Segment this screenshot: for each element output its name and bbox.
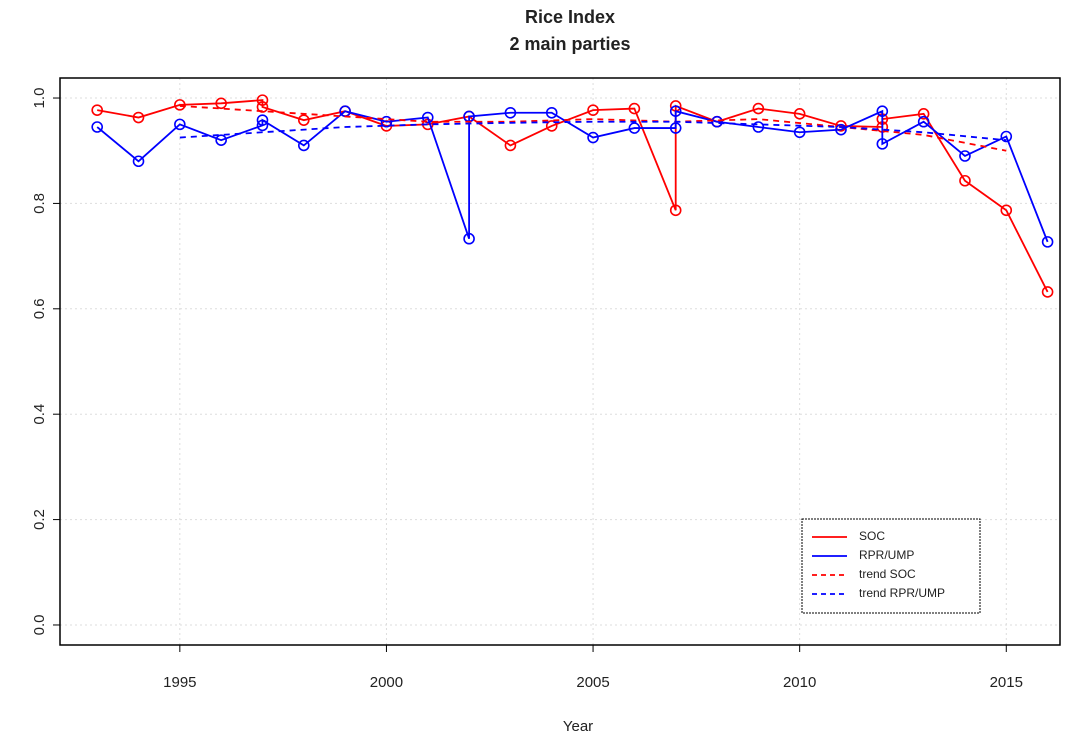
data-point (132, 155, 145, 168)
legend-label: RPR/UMP (859, 548, 914, 562)
y-tick-label: 0.8 (31, 193, 48, 214)
x-axis-label: Year (563, 718, 593, 735)
y-tick-label: 0.0 (31, 615, 48, 636)
data-point (835, 123, 847, 136)
data-point (587, 104, 599, 116)
legend-box (801, 518, 981, 614)
data-point (876, 138, 889, 150)
data-point (669, 122, 682, 134)
chart-subtitle: 2 main parties (509, 34, 630, 54)
plot-frame (59, 77, 1061, 646)
x-tick-label: 2015 (990, 674, 1023, 691)
data-point (174, 118, 186, 131)
data-point (256, 114, 269, 126)
x-tick-label: 2010 (783, 674, 816, 691)
data-point (1041, 236, 1054, 248)
data-point (132, 111, 145, 124)
y-tick-label: 0.2 (31, 509, 48, 530)
data-point (545, 120, 558, 132)
data-point (669, 105, 682, 117)
data-point (752, 121, 765, 133)
data-point (917, 108, 930, 120)
data-point (628, 122, 641, 134)
x-tick-label: 2000 (370, 674, 403, 691)
data-point (421, 111, 434, 124)
data-point (711, 115, 723, 128)
data-point (215, 97, 227, 110)
data-point (256, 119, 269, 132)
data-point (669, 204, 682, 217)
x-tick-label: 1995 (163, 674, 196, 691)
y-tick-label: 1.0 (31, 88, 48, 109)
data-point (545, 106, 558, 119)
y-tick-label: 0.4 (31, 404, 48, 425)
data-point (959, 150, 971, 162)
data-point (1041, 286, 1054, 298)
legend: SOC RPR/UMP trend SOC trend RPR/UMP (801, 518, 981, 614)
series-line (96, 109, 1049, 243)
chart-title: Rice Index (525, 7, 615, 27)
data-point (504, 106, 517, 119)
data-point (256, 94, 269, 106)
data-point (835, 120, 847, 132)
data-point (628, 102, 641, 115)
data-point (463, 232, 475, 245)
legend-label: SOC (859, 529, 885, 543)
data-point (1000, 204, 1013, 217)
data-point (793, 108, 806, 120)
data-point (91, 104, 103, 116)
series-line (97, 99, 1049, 293)
data-point (917, 115, 930, 128)
data-point (380, 115, 393, 128)
data-point (587, 131, 599, 144)
data-point (298, 139, 310, 152)
data-point (959, 174, 971, 187)
data-point (91, 121, 103, 133)
x-tick-label: 2005 (576, 674, 609, 691)
data-point (298, 114, 310, 126)
data-point (504, 139, 517, 152)
data-point (793, 126, 806, 139)
data-point (876, 105, 889, 117)
y-tick-label: 0.6 (31, 298, 48, 319)
legend-label: trend SOC (859, 567, 916, 581)
data-point (215, 134, 227, 146)
data-point (752, 102, 765, 115)
legend-label: trend RPR/UMP (859, 586, 945, 600)
data-point (174, 99, 186, 111)
data-point (1000, 130, 1013, 143)
